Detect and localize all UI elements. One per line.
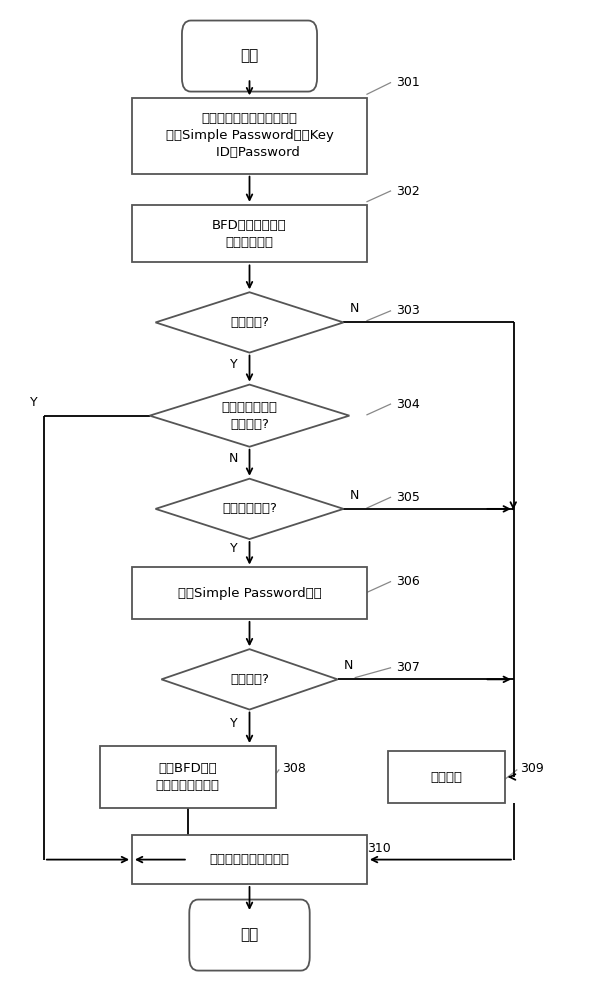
FancyBboxPatch shape — [189, 900, 310, 971]
Polygon shape — [155, 479, 343, 539]
FancyBboxPatch shape — [182, 21, 317, 92]
Polygon shape — [161, 649, 337, 710]
Polygon shape — [149, 385, 349, 447]
Text: 报文需要认证?: 报文需要认证? — [222, 502, 277, 515]
FancyBboxPatch shape — [132, 835, 367, 884]
Text: 配置与主动端相同的认证类
型（Simple Password）、Key
    ID和Password: 配置与主动端相同的认证类 型（Simple Password）、Key ID和P… — [165, 112, 333, 159]
Text: N: N — [228, 452, 238, 465]
Text: 丢弃报文: 丢弃报文 — [431, 771, 463, 784]
Text: 309: 309 — [519, 762, 543, 775]
Text: 结束: 结束 — [240, 928, 259, 943]
Text: 310: 310 — [367, 842, 391, 855]
Text: 302: 302 — [396, 185, 420, 198]
Text: 现有标准实现机制处理: 现有标准实现机制处理 — [209, 853, 289, 866]
Text: Y: Y — [30, 396, 38, 409]
Text: 306: 306 — [396, 575, 420, 588]
Text: 认证通过?: 认证通过? — [230, 673, 269, 686]
Text: 301: 301 — [396, 76, 420, 89]
Text: 成功分离报文至
相应会话?: 成功分离报文至 相应会话? — [222, 401, 278, 431]
Text: N: N — [343, 659, 353, 672]
FancyBboxPatch shape — [388, 751, 505, 803]
Text: 305: 305 — [396, 491, 420, 504]
Text: BFD控制报文接收
及有效性检查: BFD控制报文接收 及有效性检查 — [212, 219, 287, 249]
Text: 308: 308 — [282, 762, 305, 775]
Text: Y: Y — [230, 358, 238, 371]
Text: N: N — [349, 489, 359, 502]
Text: 304: 304 — [396, 398, 420, 411]
Polygon shape — [155, 292, 343, 353]
Text: 开始: 开始 — [240, 49, 259, 64]
FancyBboxPatch shape — [132, 98, 367, 174]
Text: Y: Y — [230, 542, 238, 555]
Text: Y: Y — [230, 717, 238, 730]
FancyBboxPatch shape — [132, 567, 367, 619]
Text: 创建BFD会话
并触发会话状态机: 创建BFD会话 并触发会话状态机 — [156, 762, 220, 792]
Text: 303: 303 — [396, 304, 420, 317]
FancyBboxPatch shape — [132, 205, 367, 262]
Text: 进行Simple Password认证: 进行Simple Password认证 — [178, 587, 321, 600]
Text: N: N — [349, 302, 359, 315]
Text: 307: 307 — [396, 661, 420, 674]
Text: 检查通过?: 检查通过? — [230, 316, 269, 329]
FancyBboxPatch shape — [100, 746, 276, 808]
